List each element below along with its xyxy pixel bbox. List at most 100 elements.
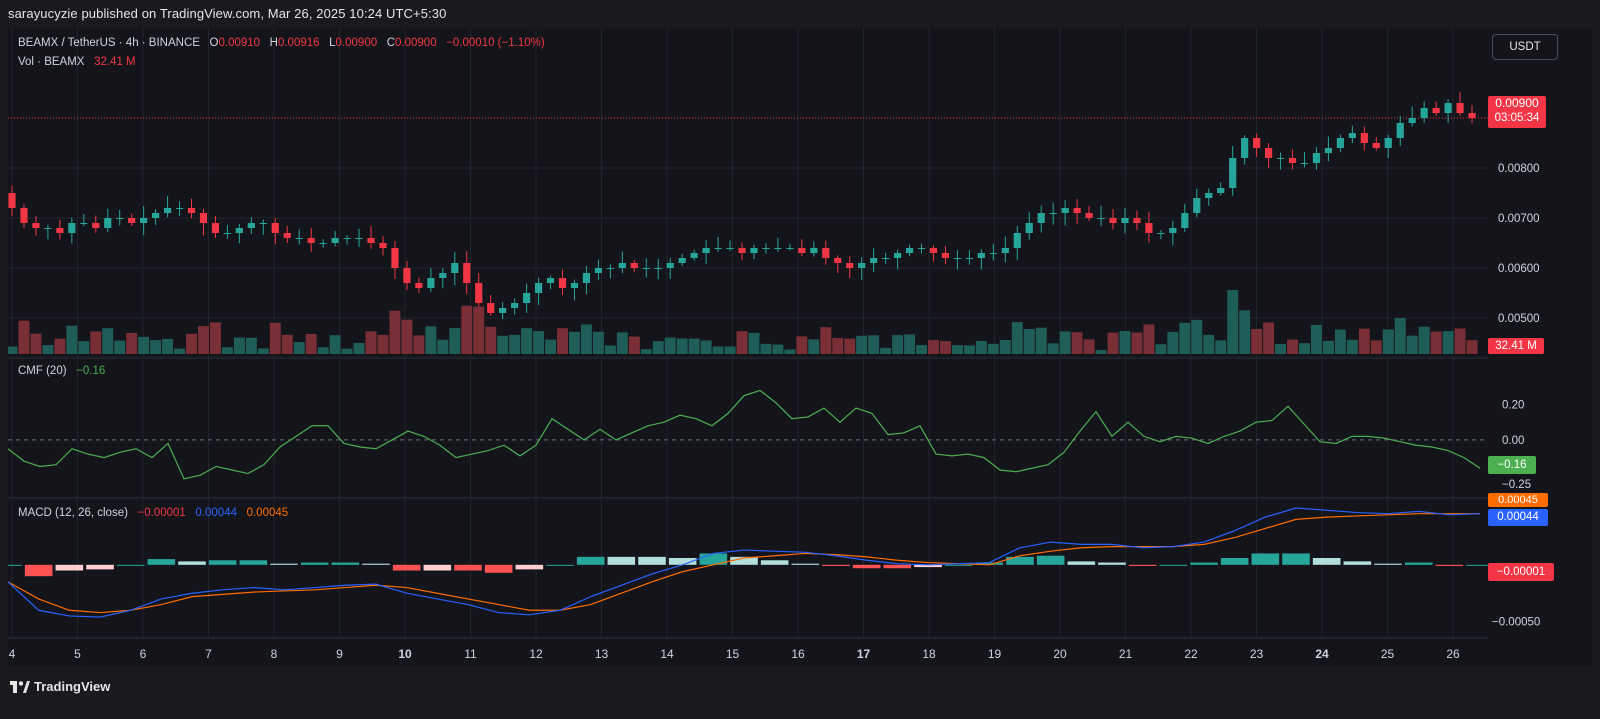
date-label: 23 <box>1250 647 1264 661</box>
macd-hist-tag: −0.00001 <box>1488 563 1554 581</box>
candle-body <box>1264 148 1273 158</box>
candle-body <box>1037 213 1045 223</box>
volume-bar <box>628 336 640 354</box>
low-label: L <box>329 37 336 49</box>
volume-bar <box>353 342 365 354</box>
candle-body <box>20 208 28 223</box>
macd-hist-bar <box>638 556 666 565</box>
symbol-legend[interactable]: BEAMX / TetherUS · 4h · BINANCE O0.00910… <box>18 37 545 49</box>
symbol-name[interactable]: BEAMX / TetherUS · 4h · BINANCE <box>18 37 200 49</box>
volume-bar <box>329 335 341 354</box>
candle-body <box>1133 218 1141 223</box>
candle-body <box>511 303 519 308</box>
macd-hist-bar <box>975 562 1004 565</box>
volume-bar <box>54 338 66 354</box>
volume-bar <box>233 337 245 354</box>
volume-bar <box>281 334 293 354</box>
volume-bar <box>1047 343 1059 354</box>
candle-body <box>917 248 926 249</box>
cmf-legend[interactable]: CMF (20) −0.16 <box>18 365 105 377</box>
candle-body <box>1145 223 1153 233</box>
candle-body <box>331 238 339 243</box>
volume-bar <box>580 324 592 354</box>
candle-body <box>1432 108 1440 113</box>
macd-signal-tag: 0.00045 <box>1488 493 1548 507</box>
macd-hist-bar <box>1343 561 1372 565</box>
volume-bar <box>1155 344 1167 354</box>
volume-bar <box>568 331 580 354</box>
volume-bar <box>963 345 975 354</box>
candle-body <box>271 223 279 233</box>
candle-body <box>1073 208 1081 213</box>
candle-body <box>463 263 471 283</box>
candle-body <box>678 258 686 263</box>
volume-bar <box>1011 322 1023 354</box>
volume-bar <box>30 333 42 354</box>
open-label: O <box>209 37 219 49</box>
candle-body <box>187 208 196 213</box>
candle-body <box>1169 228 1177 233</box>
tradingview-logo[interactable]: TradingView <box>10 679 110 695</box>
macd-hist-bar <box>1374 563 1402 565</box>
macd-hist-bar <box>116 564 145 566</box>
chart-canvas[interactable]: 4 5 6 7 8 9 10 11 12 13 14 15 16 17 18 19 20 21 22 23 24 25 26 <box>8 28 1488 666</box>
macd-signal-line <box>8 513 1480 614</box>
volume-bar <box>1179 322 1191 354</box>
scale-canvas[interactable]: 0.00800 0.00700 0.00600 0.00500 0.20 0.00 −0.2… <box>1488 28 1592 666</box>
candle-body <box>1276 158 1285 159</box>
volume-bar <box>1287 339 1299 354</box>
price-axis-label: 0.00500 <box>1498 313 1540 325</box>
candle-body <box>582 273 591 283</box>
candle-body <box>977 253 985 258</box>
volume-bar <box>640 349 652 354</box>
macd-hist-bar <box>852 564 881 569</box>
volume-bar <box>485 326 497 354</box>
macd-hist-bar <box>730 556 758 565</box>
currency-button[interactable]: USDT <box>1492 34 1558 60</box>
macd-legend[interactable]: MACD (12, 26, close) −0.00001 0.00044 0.… <box>18 507 288 519</box>
chart-area[interactable]: 4 5 6 7 8 9 10 11 12 13 14 15 16 17 18 19 20 21 22 23 24 25 26… <box>8 28 1488 666</box>
volume-bar <box>150 340 162 354</box>
volume-bar <box>712 346 724 354</box>
candle-body <box>1181 213 1189 228</box>
cmf-axis-label: 0.20 <box>1502 400 1524 412</box>
candle-body <box>822 248 830 258</box>
macd-hist-bar <box>1220 558 1249 565</box>
date-label: 8 <box>271 647 278 661</box>
volume-bar <box>293 342 305 354</box>
candle-body <box>1085 213 1093 218</box>
date-label: 11 <box>464 647 477 661</box>
volume-bar <box>951 345 963 354</box>
macd-hist-bar <box>1067 561 1096 565</box>
volume-bar <box>1131 332 1143 354</box>
volume-bar <box>1430 331 1442 354</box>
candle-body <box>798 248 806 253</box>
volume-bar <box>449 328 461 354</box>
candle-body <box>618 263 626 268</box>
macd-hist-bar <box>331 562 360 565</box>
volume-bar <box>1083 339 1095 354</box>
volume-bar <box>126 332 138 354</box>
volume-bar <box>1358 328 1370 354</box>
macd-hist-bar <box>944 564 973 566</box>
volume-bar <box>245 337 257 354</box>
candle-body <box>152 213 160 218</box>
candle-body <box>882 258 890 259</box>
date-label: 18 <box>922 647 936 661</box>
candle-body <box>570 283 579 288</box>
volume-bar <box>1442 331 1454 354</box>
candle-body <box>68 223 76 233</box>
volume-bar <box>664 337 676 354</box>
macd-hist-bar <box>178 561 206 565</box>
high-value: 0.00916 <box>277 37 320 49</box>
macd-hist-bar <box>454 564 482 571</box>
date-label: 9 <box>336 647 343 661</box>
candle-body <box>140 218 148 223</box>
date-label: 24 <box>1315 647 1329 661</box>
candle-body <box>92 223 100 228</box>
volume-bar <box>616 332 628 354</box>
volume-legend[interactable]: Vol · BEAMX 32.41 M <box>18 56 136 68</box>
candle-body <box>128 218 136 223</box>
volume-bar <box>1466 340 1478 354</box>
volume-bar <box>1095 349 1107 354</box>
